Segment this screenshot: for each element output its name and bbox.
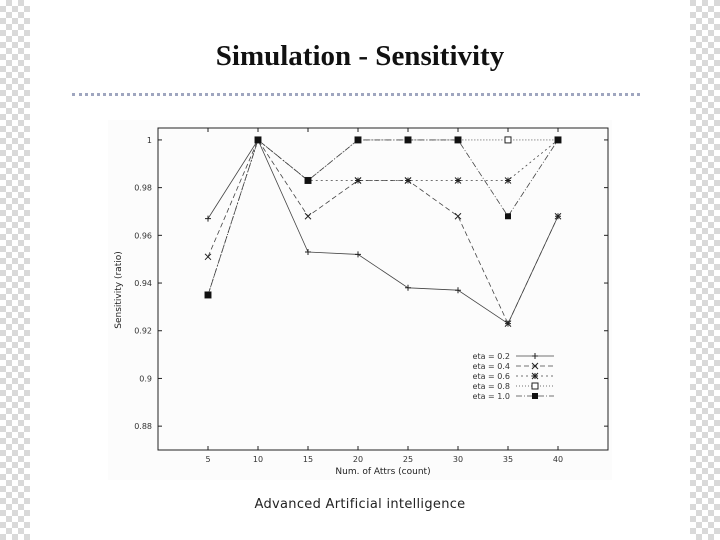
series-3-point <box>404 177 412 184</box>
chart-svg: 1 0.98 0.96 0.94 0.92 0.9 0.88 5 10 15 20 25 30 35 40… <box>114 127 609 477</box>
x-tick-label: 35 <box>503 455 513 464</box>
series-2-point <box>204 253 212 261</box>
series-2-point <box>554 212 562 220</box>
series-2 <box>204 136 562 327</box>
series-2-point <box>454 212 462 220</box>
y-axis: 1 0.98 0.96 0.94 0.92 0.9 0.88 <box>134 136 608 431</box>
x-axis: 5 10 15 20 25 30 35 40 <box>205 128 563 464</box>
y-tick-label: 1 <box>147 136 152 145</box>
y-tick-label: 0.98 <box>134 184 152 193</box>
sensitivity-chart: 1 0.98 0.96 0.94 0.92 0.9 0.88 5 10 15 20 25 30 35 40… <box>108 120 612 480</box>
legend-label: eta = 0.6 <box>473 372 510 381</box>
series-5-point <box>505 213 511 220</box>
series-4-point <box>504 136 512 144</box>
series-line-1 <box>207 139 559 325</box>
y-tick-label: 0.9 <box>139 374 152 383</box>
series-2-point <box>304 212 312 220</box>
legend-marker <box>531 362 539 370</box>
y-axis-label: Sensitivity (ratio) <box>114 251 124 329</box>
legend-marker <box>532 353 538 359</box>
x-tick-label: 20 <box>353 455 363 464</box>
y-tick-label: 0.96 <box>134 231 152 240</box>
legend-label: eta = 0.2 <box>473 352 510 361</box>
series-3-point <box>354 177 362 184</box>
legend-label: eta = 1.0 <box>473 392 510 401</box>
legend-marker <box>531 382 539 390</box>
series-5-point <box>305 177 311 184</box>
legend-marker <box>531 372 539 380</box>
x-tick-label: 30 <box>453 455 463 464</box>
series-1-point <box>405 284 411 291</box>
series-5-point <box>405 136 411 143</box>
series-1-point <box>205 215 211 222</box>
series-1-point <box>305 249 311 256</box>
series-5-point <box>255 136 261 143</box>
series-line-5 <box>207 139 559 296</box>
plot-frame <box>157 127 609 451</box>
x-tick-label: 25 <box>403 455 413 464</box>
slide-title: Simulation - Sensitivity <box>215 40 505 72</box>
title-divider <box>72 93 640 96</box>
series-5-point <box>205 291 211 298</box>
series-1-point <box>355 251 361 258</box>
y-tick-label: 0.92 <box>134 327 152 336</box>
series-5-point <box>355 136 361 143</box>
series-1 <box>205 136 561 327</box>
series-layer <box>204 136 562 327</box>
x-tick-label: 40 <box>553 455 563 464</box>
y-tick-label: 0.94 <box>134 279 152 288</box>
footer-text: Advanced Artificial intelligence <box>254 497 466 512</box>
series-1-point <box>455 287 461 294</box>
x-axis-label: Num. of Attrs (count) <box>335 467 430 477</box>
legend-marker <box>532 393 538 399</box>
series-line-2 <box>207 139 559 325</box>
series-3-point <box>454 177 462 184</box>
series-2-point <box>504 320 512 327</box>
legend-label: eta = 0.4 <box>473 362 510 371</box>
x-tick-label: 15 <box>303 455 313 464</box>
series-5-point <box>555 136 561 143</box>
series-5-point <box>455 136 461 143</box>
legend-label: eta = 0.8 <box>473 382 510 391</box>
y-tick-label: 0.88 <box>134 422 152 431</box>
x-tick-label: 10 <box>253 455 263 464</box>
series-5 <box>205 136 561 298</box>
x-tick-label: 5 <box>205 455 210 464</box>
series-3-point <box>504 177 512 184</box>
